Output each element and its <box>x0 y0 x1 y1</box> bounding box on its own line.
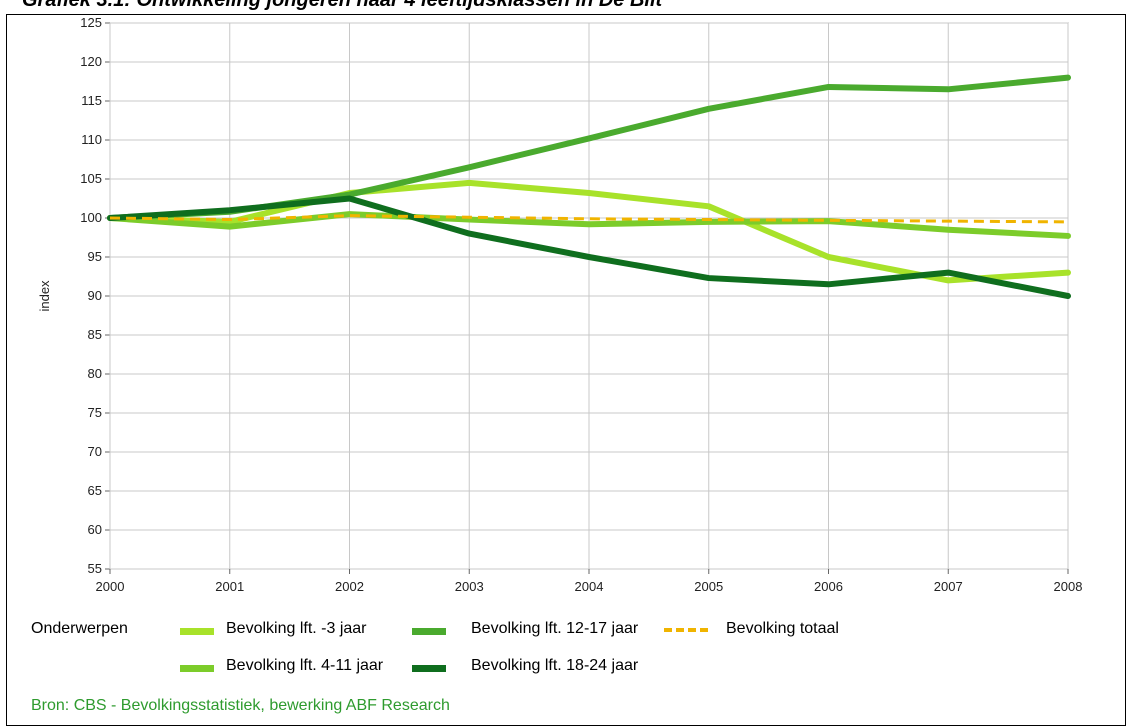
page-title: Grafiek 3.1: Ontwikkeling jongeren naar … <box>22 0 663 11</box>
y-tick-label: 125 <box>80 15 102 30</box>
legend-swatch-5 <box>664 628 708 632</box>
x-tick-label: 2007 <box>934 579 963 594</box>
legend-label-4: Bevolking lft. 18-24 jaar <box>471 657 639 674</box>
x-tick-label: 2000 <box>96 579 125 594</box>
y-tick-label: 115 <box>81 93 102 108</box>
legend-label-3: Bevolking lft. 12-17 jaar <box>471 620 639 637</box>
x-tick-label: 2008 <box>1054 579 1083 594</box>
legend-label-2: Bevolking lft. 4-11 jaar <box>226 657 384 674</box>
y-tick-label: 55 <box>88 561 102 576</box>
legend-swatch-2 <box>180 665 214 672</box>
x-tick-label: 2005 <box>694 579 723 594</box>
y-tick-label: 95 <box>88 249 102 264</box>
x-tick-label: 2004 <box>575 579 604 594</box>
y-tick-label: 75 <box>88 405 102 420</box>
legend-label-5: Bevolking totaal <box>726 620 839 637</box>
y-tick-label: 90 <box>88 288 102 303</box>
x-tick-label: 2002 <box>335 579 364 594</box>
source-note: Bron: CBS - Bevolkingsstatistiek, bewerk… <box>31 697 450 714</box>
y-tick-label: 70 <box>88 444 102 459</box>
series-line-1 <box>107 179 1071 284</box>
legend-swatch-1 <box>180 628 214 635</box>
series-line-4 <box>107 195 1071 299</box>
y-tick-label: 100 <box>80 210 102 225</box>
y-tick-label: 60 <box>88 522 102 537</box>
y-tick-label: 120 <box>80 54 102 69</box>
x-tick-label: 2006 <box>814 579 843 594</box>
y-tick-label: 65 <box>88 483 102 498</box>
y-tick-label: 80 <box>88 366 102 381</box>
y-tick-label: 110 <box>81 132 102 147</box>
legend-label-1: Bevolking lft. -3 jaar <box>226 620 367 637</box>
x-tick-label: 2003 <box>455 579 484 594</box>
legend-swatch-3 <box>412 628 446 635</box>
y-axis-label: index <box>37 280 52 312</box>
y-tick-label: 85 <box>88 327 102 342</box>
series-line-2 <box>107 211 1071 239</box>
y-tick-label: 105 <box>80 171 102 186</box>
x-tick-label: 2001 <box>215 579 244 594</box>
chart-frame <box>6 14 1126 726</box>
legend-title: Onderwerpen <box>31 620 128 637</box>
legend-swatch-4 <box>412 665 446 672</box>
